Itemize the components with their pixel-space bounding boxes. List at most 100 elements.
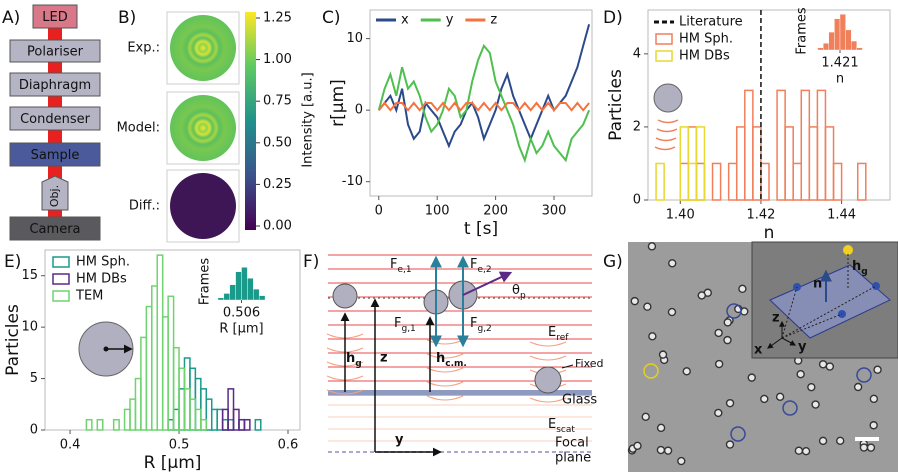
component-label: Diaphragm — [19, 78, 91, 93]
field-label: Eref — [548, 325, 569, 343]
histogram-bar — [189, 398, 197, 431]
sight-line — [781, 286, 798, 339]
histogram-bar — [760, 162, 770, 201]
row-label: Diff.: — [129, 199, 160, 214]
particle-image — [714, 408, 723, 418]
histogram-bar — [172, 408, 180, 431]
histogram-bar — [183, 357, 191, 431]
histogram-bar — [178, 367, 186, 431]
component — [9, 142, 101, 167]
histogram-bar — [172, 346, 180, 431]
height-label: hg — [346, 351, 362, 369]
row-label: Exp.: — [127, 41, 160, 56]
particle-image — [656, 423, 666, 433]
x-tick-label: 0 — [375, 204, 383, 219]
legend-swatch — [52, 273, 70, 285]
axis-arrow — [781, 337, 797, 346]
histogram-bar — [227, 388, 235, 431]
histogram-bar — [134, 377, 142, 431]
histogram-bar — [178, 388, 186, 431]
field-label: Escat — [548, 417, 575, 435]
x-tick-label: 0.5 — [169, 438, 190, 453]
x-tick-label: 0.6 — [278, 438, 299, 453]
histogram-bar — [856, 47, 863, 51]
marked-particle — [730, 426, 746, 442]
histogram-bar — [123, 408, 131, 431]
intensity-image — [170, 15, 236, 81]
legend-swatch — [655, 33, 673, 45]
force-label: Fg,1 — [394, 316, 416, 334]
particle-image — [723, 335, 732, 345]
histogram-bar — [679, 162, 690, 201]
histogram-bar — [85, 418, 93, 431]
x-tick-label: 0.4 — [60, 438, 81, 453]
histogram-bar — [205, 398, 213, 431]
component — [9, 72, 101, 97]
particle-image — [643, 302, 652, 311]
histogram-bar — [823, 43, 830, 51]
histogram-bar — [695, 126, 706, 201]
particle-image — [663, 446, 673, 455]
scattered-wave — [426, 367, 464, 373]
center-dot — [103, 346, 109, 352]
histogram-bar — [258, 295, 266, 301]
y-tick-label: 2 — [633, 119, 641, 134]
particle-image — [818, 436, 828, 446]
histogram-bar — [200, 388, 208, 431]
legend-label: y — [446, 13, 454, 28]
x-axis-label: n — [764, 223, 775, 243]
histogram-bar — [223, 293, 230, 301]
scattered-wave — [426, 395, 464, 401]
inset-x-label: n — [836, 72, 844, 87]
component-label: Obj. — [48, 185, 61, 207]
particle-image — [873, 365, 882, 374]
histogram-bar — [112, 418, 120, 431]
scatter-wave — [656, 128, 678, 133]
histogram-bar — [735, 126, 746, 201]
glass — [328, 390, 592, 395]
inset-x-label: R [μm] — [219, 322, 263, 337]
colorbar-tick-label: 0.00 — [263, 219, 292, 234]
y-tick-label: 10 — [346, 31, 363, 46]
panel-label: B) — [118, 8, 136, 28]
height-label-sub: c.m. — [445, 359, 467, 369]
histogram-bar — [711, 162, 722, 201]
histogram-bar — [229, 284, 236, 301]
particle-image — [853, 382, 863, 392]
histogram-bar — [217, 297, 225, 301]
colorbar-label: Intensity [a.u.] — [301, 72, 316, 167]
series-line — [378, 101, 590, 112]
histogram-bar — [695, 162, 706, 201]
height-label-base: h — [852, 259, 861, 274]
histogram-bar — [816, 89, 827, 201]
histogram-bar — [834, 18, 841, 51]
particle-image — [869, 394, 879, 404]
histogram-bar — [200, 418, 208, 431]
marked-particle — [782, 400, 798, 416]
particle-image — [725, 440, 735, 449]
x-tick-label: 1.40 — [666, 208, 695, 223]
y-axis-label: Particles — [606, 69, 626, 141]
particle-image — [714, 328, 723, 338]
histogram-bar — [655, 162, 665, 201]
histogram-bar — [221, 418, 229, 431]
particle-image — [682, 367, 691, 376]
particle-image — [738, 284, 747, 294]
histogram-bar — [254, 418, 262, 431]
particle-image — [630, 296, 639, 306]
force-label: Fe,1 — [390, 257, 412, 275]
axis-arrow — [767, 337, 783, 349]
legend-label: TEM — [75, 289, 103, 304]
force-label-sub: g,2 — [477, 324, 491, 334]
histogram-bar — [183, 388, 191, 431]
particle-image — [794, 446, 804, 455]
legend-label: HM DBs — [76, 272, 127, 287]
height-label-base: h — [346, 351, 355, 366]
intensity-image — [170, 95, 236, 161]
height-label-sub: g — [355, 359, 361, 369]
colorbar — [245, 12, 256, 230]
histogram-bar — [828, 31, 835, 51]
histogram-bar — [151, 285, 158, 431]
legend-label: HM Sph. — [76, 255, 130, 270]
sight-line — [781, 285, 877, 339]
